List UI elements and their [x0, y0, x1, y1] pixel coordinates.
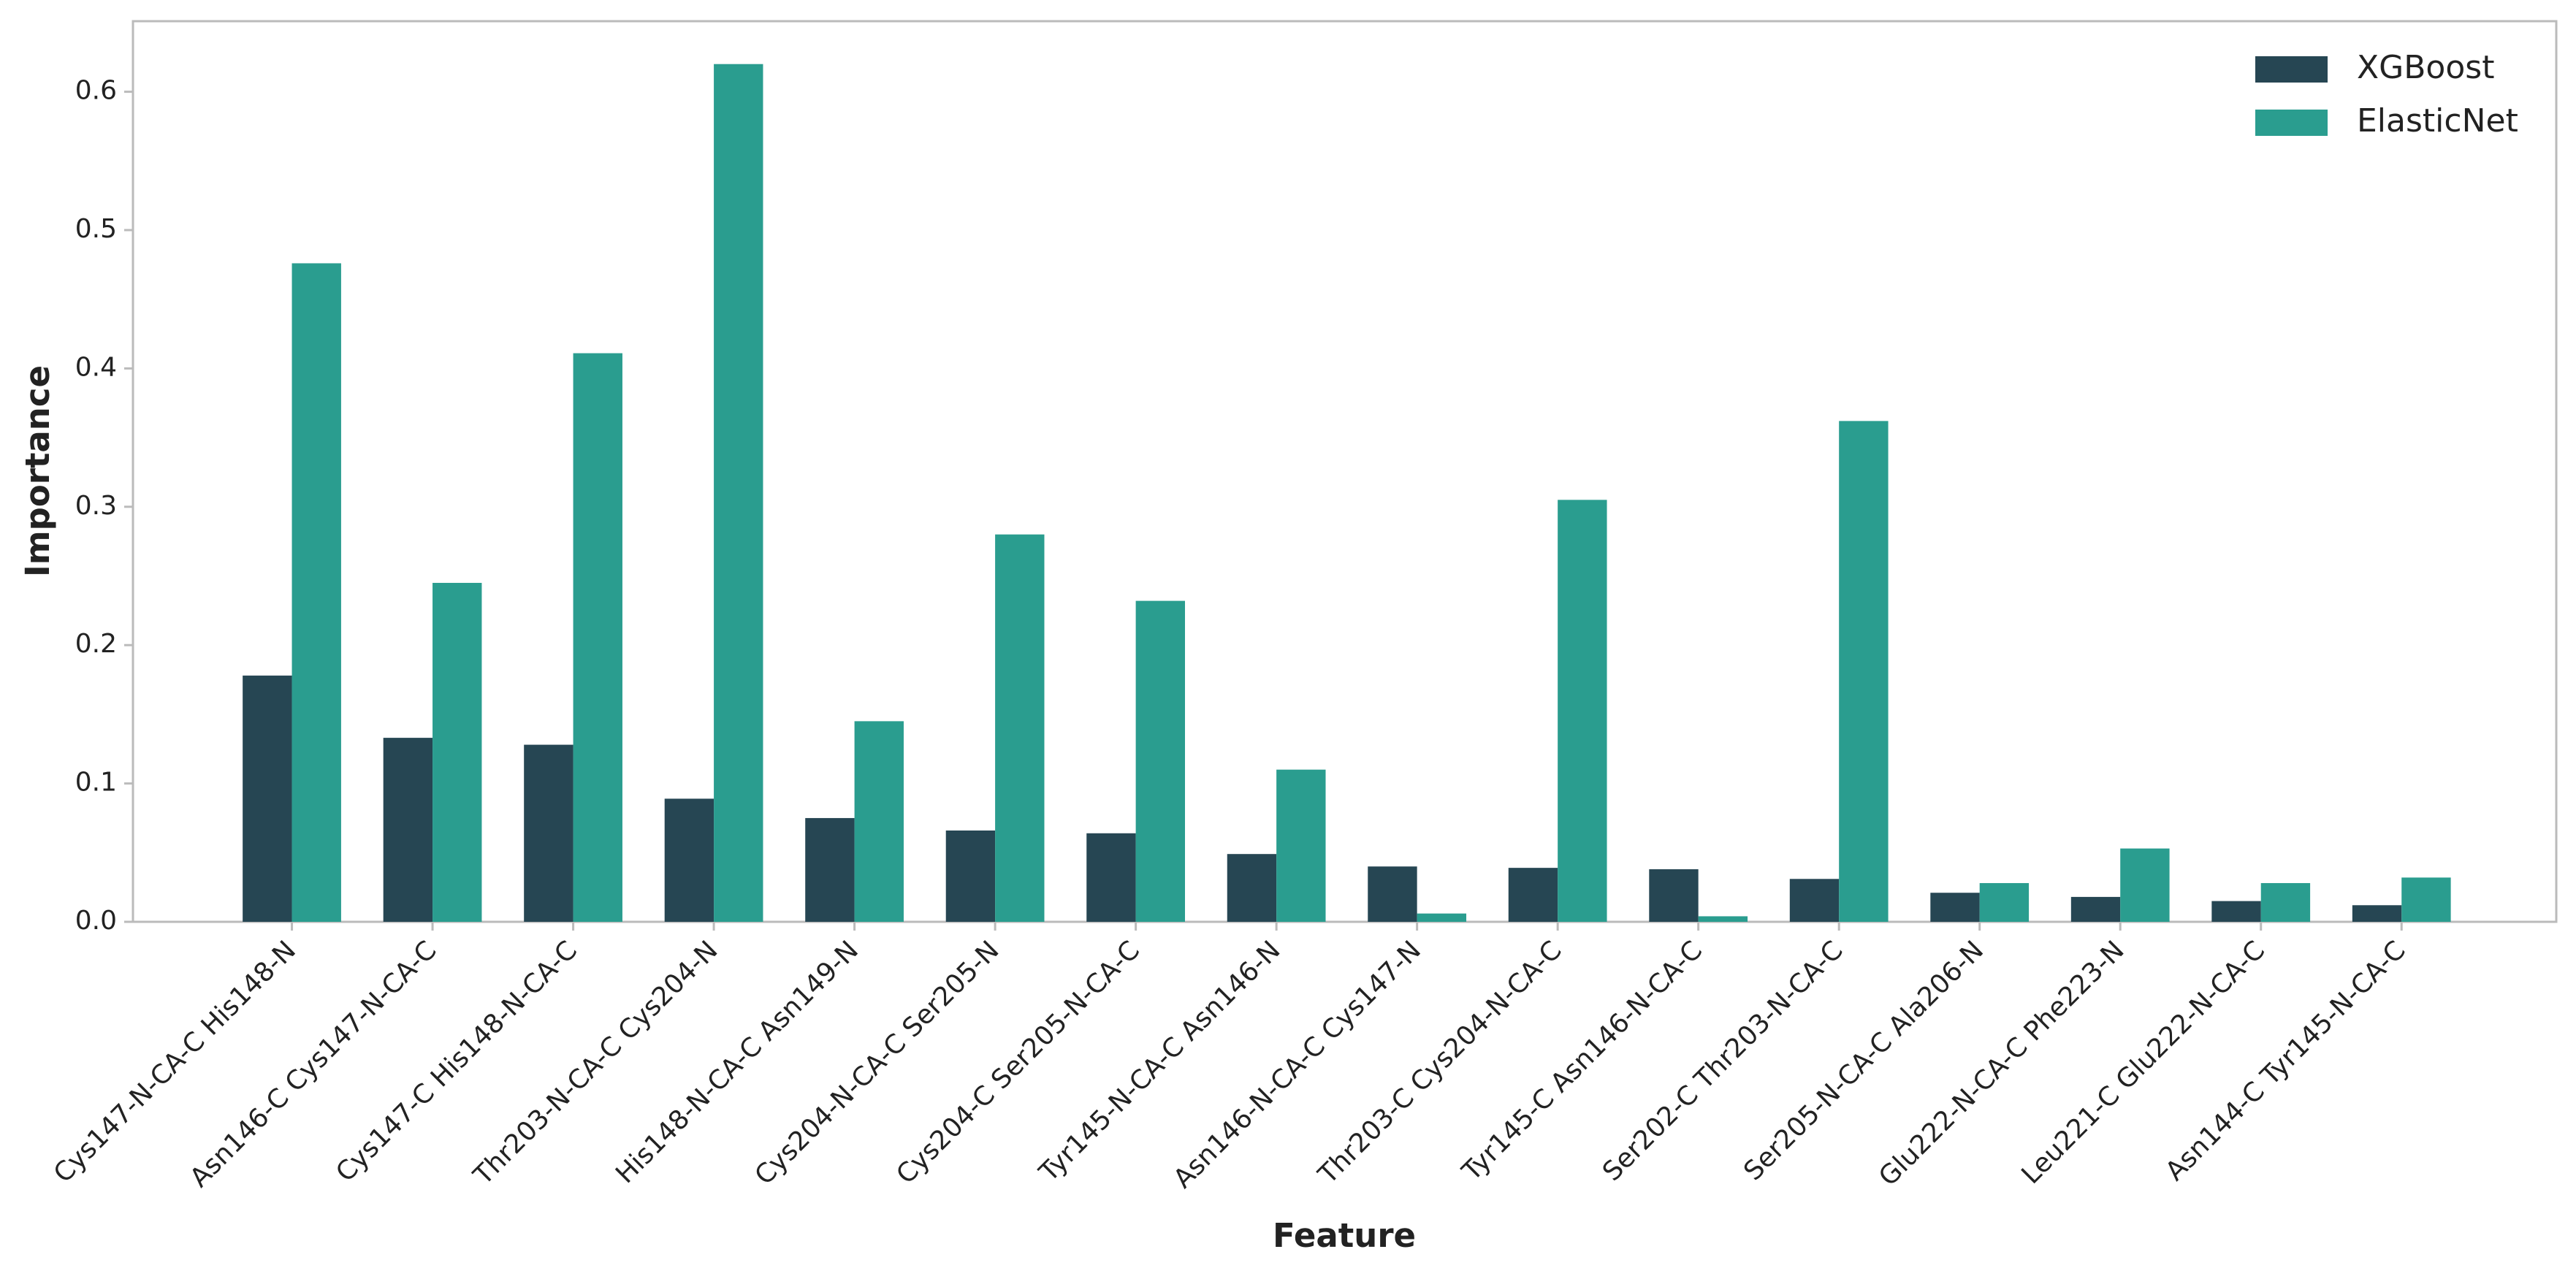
- y-tick-label: 0.3: [75, 491, 117, 521]
- bar: [714, 64, 763, 923]
- bar: [1276, 769, 1326, 922]
- bar: [1979, 882, 2030, 922]
- plot-frame: [132, 20, 2558, 923]
- legend-label: XGBoost: [2357, 49, 2494, 86]
- y-tick-label: 0.5: [75, 214, 117, 244]
- bar: [524, 744, 573, 922]
- bar: [1698, 916, 1748, 922]
- y-tick-label: 0.0: [75, 906, 117, 936]
- bar: [945, 830, 996, 922]
- y-tick-label: 0.2: [75, 629, 117, 659]
- bar: [1135, 600, 1185, 922]
- bar: [2352, 905, 2402, 922]
- x-tick-label: Cys147-N-CA-C His148-N: [48, 935, 302, 1188]
- x-tick-label: His148-N-CA-C Asn149-N: [610, 935, 864, 1189]
- legend-label: ElasticNet: [2357, 102, 2518, 140]
- x-axis-label: Feature: [1273, 1216, 1416, 1255]
- bar: [1649, 869, 1699, 922]
- bar: [573, 353, 622, 922]
- bar: [1227, 854, 1277, 922]
- bar: [1558, 500, 1607, 922]
- x-tick-label: Asn146-N-CA-C Cys147-N: [1168, 935, 1427, 1194]
- legend-swatch: [2255, 110, 2328, 136]
- bar: [995, 534, 1045, 922]
- x-tick-label: Thr203-N-CA-C Cys204-N: [468, 935, 723, 1191]
- bar: [1086, 833, 1136, 922]
- x-tick-label: Asn146-C Cys147-N-CA-C: [184, 935, 442, 1193]
- y-tick-label: 0.4: [75, 352, 117, 382]
- bar: [2070, 896, 2121, 922]
- x-tick-label: Leu221-C Glu222-N-CA-C: [2016, 935, 2271, 1190]
- bar: [1417, 913, 1467, 922]
- y-tick-label: 0.6: [75, 76, 117, 106]
- bar: [2120, 848, 2170, 922]
- x-tick-label: Cys204-C Ser205-N-CA-C: [891, 935, 1146, 1190]
- bar: [2260, 882, 2311, 922]
- x-tick-label: Tyr145-C Asn146-N-CA-C: [1456, 935, 1708, 1187]
- x-tick-label: Cys204-N-CA-C Ser205-N: [750, 935, 1005, 1191]
- bar: [854, 721, 904, 922]
- bar: [1839, 421, 1889, 922]
- x-tick-label: Cys147-C His148-N-CA-C: [330, 935, 583, 1188]
- x-tick-label: Asn144-C Tyr145-N-CA-C: [2160, 935, 2412, 1186]
- bar: [383, 738, 433, 922]
- x-tick-label: Thr203-C Cys204-N-CA-C: [1312, 935, 1567, 1190]
- bar: [1368, 866, 1417, 922]
- y-tick-label: 0.1: [75, 768, 117, 798]
- bar: [1508, 868, 1558, 922]
- bar: [805, 817, 855, 922]
- bar: [291, 263, 341, 922]
- bar: [1789, 879, 1840, 922]
- bar: [2401, 877, 2451, 922]
- bar: [2211, 901, 2261, 922]
- bar: [1930, 893, 1980, 922]
- bar: [432, 582, 482, 922]
- legend-swatch: [2255, 56, 2328, 83]
- bar: [664, 798, 715, 922]
- x-tick-label: Glu222-N-CA-C Phe223-N: [1873, 935, 2130, 1192]
- x-tick-label: Ser202-C Thr203-N-CA-C: [1597, 935, 1849, 1187]
- x-tick-label: Ser205-N-CA-C Ala206-N: [1738, 935, 1989, 1186]
- bar: [243, 675, 292, 922]
- x-tick-label: Tyr145-N-CA-C Asn146-N: [1033, 935, 1286, 1188]
- y-axis-label: Importance: [18, 365, 57, 577]
